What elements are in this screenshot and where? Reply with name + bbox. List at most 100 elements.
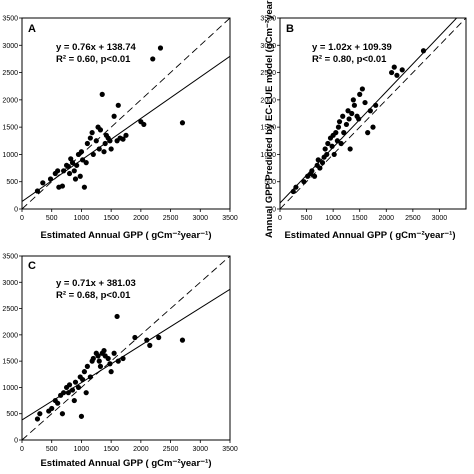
regression-equation: y = 1.02x + 109.39 [312, 42, 392, 53]
data-point [349, 110, 355, 117]
data-point [120, 136, 126, 142]
y-tick-label: 2000 [260, 97, 276, 104]
data-point [144, 337, 150, 343]
regression-line [22, 288, 230, 421]
data-point [40, 180, 46, 186]
y-axis-title: Annual GPP Predicted by EC-LUE model (gC… [264, 0, 275, 238]
data-point [107, 138, 113, 144]
data-point [102, 140, 108, 147]
x-tick-label: 0 [20, 215, 24, 222]
data-point [156, 334, 162, 341]
x-tick-label: 2000 [378, 215, 394, 222]
data-point [47, 176, 54, 182]
data-point [325, 140, 331, 147]
y-tick-label: 500 [6, 179, 18, 186]
data-point [115, 102, 121, 108]
x-tick-label: 1500 [103, 446, 119, 453]
data-point [335, 124, 342, 130]
data-point [132, 334, 138, 341]
data-point [120, 355, 126, 362]
x-tick-label: 2500 [163, 446, 179, 453]
data-point [346, 116, 352, 122]
data-point [340, 113, 346, 119]
data-point [90, 355, 96, 362]
data-point [105, 355, 111, 362]
data-point [420, 48, 427, 54]
data-point [71, 168, 77, 174]
y-tick-label: 0 [14, 438, 18, 445]
y-tick-label: 500 [6, 411, 18, 418]
data-point [59, 183, 66, 189]
data-point [84, 363, 90, 369]
y-tick-label: 2000 [2, 332, 18, 339]
y-tick-label: 1500 [2, 125, 18, 132]
y-tick-label: 1500 [260, 125, 276, 132]
data-point [293, 184, 299, 190]
plot-area-frame [21, 17, 231, 210]
data-point [81, 369, 87, 375]
x-axis-title: Estimated Annual GPP ( gCm⁻²year⁻¹) [40, 458, 211, 469]
data-point [83, 160, 89, 166]
data-point [115, 358, 121, 364]
regression-equation: y = 0.71x + 381.03 [56, 278, 136, 289]
x-tick-label: 0 [20, 446, 24, 453]
regression-line [22, 55, 230, 202]
data-point [101, 149, 107, 155]
data-point [69, 387, 76, 393]
data-point [338, 140, 344, 147]
one-to-one-reference-line [22, 256, 230, 440]
data-point [147, 342, 153, 348]
plot-area-frame [279, 17, 467, 210]
y-tick-label: 500 [264, 179, 276, 186]
data-point [150, 56, 156, 62]
panel-letter: B [286, 23, 294, 35]
data-point [72, 379, 79, 385]
data-point [367, 108, 373, 114]
data-point [317, 165, 323, 171]
data-point [95, 353, 101, 359]
data-point [66, 170, 73, 177]
y-tick-label: 3000 [2, 280, 18, 287]
y-tick-label: 2000 [2, 97, 18, 104]
data-point [89, 130, 95, 136]
regression-equation: y = 0.76x + 138.74 [56, 42, 136, 53]
data-point [61, 390, 67, 396]
panel-letter: C [28, 260, 36, 272]
data-point [55, 168, 61, 174]
data-point [111, 113, 117, 119]
data-point [365, 130, 371, 136]
data-point [97, 127, 104, 133]
data-point [341, 130, 347, 136]
data-point [61, 168, 67, 174]
data-point [99, 91, 105, 97]
x-tick-label: 3500 [222, 446, 238, 453]
y-tick-label: 0 [14, 207, 18, 214]
data-point [96, 358, 102, 364]
data-point [80, 157, 86, 163]
y-tick-label: 3000 [260, 43, 276, 50]
y-tick-label: 2500 [2, 70, 18, 77]
data-point [290, 188, 296, 195]
x-tick-label: 1000 [325, 215, 341, 222]
data-point [114, 313, 120, 320]
data-point [84, 140, 90, 147]
data-point [359, 86, 365, 92]
data-point [356, 116, 362, 122]
y-tick-label: 2500 [2, 306, 18, 313]
data-point [108, 146, 114, 152]
data-point [157, 45, 164, 51]
y-tick-label: 0 [272, 207, 276, 214]
data-point [71, 397, 77, 404]
x-tick-label: 2000 [133, 446, 149, 453]
y-tick-label: 1000 [2, 385, 18, 392]
data-point [87, 374, 93, 380]
y-tick-label: 1000 [260, 152, 276, 159]
r-squared-label: R² = 0.60, p<0.01 [56, 54, 131, 65]
data-point [93, 138, 99, 144]
data-point [345, 108, 351, 114]
data-point [96, 146, 102, 152]
y-tick-label: 3500 [2, 254, 18, 261]
data-point [389, 69, 395, 76]
x-tick-label: 3500 [222, 215, 238, 222]
y-tick-label: 1000 [2, 152, 18, 159]
